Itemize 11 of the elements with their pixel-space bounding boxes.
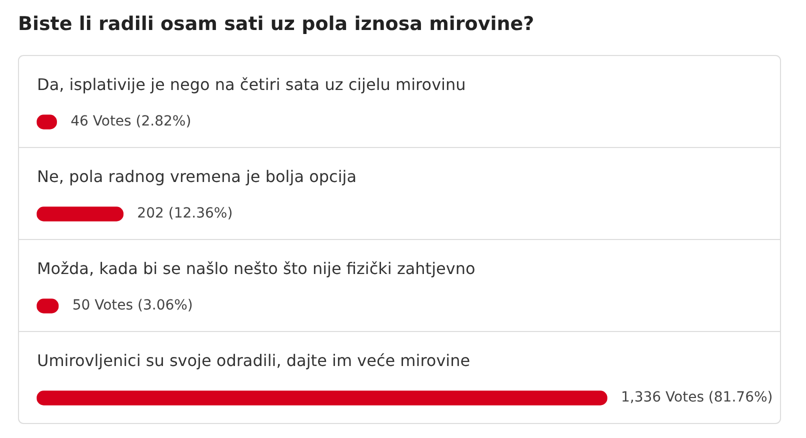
y-tick-label: Možda, kada bi se našlo nešto što nije fizički zahtjevno (37, 259, 476, 278)
chart-title: Biste li radili osam sati uz pola iznosa mirovine? (18, 13, 534, 35)
data-label: 1,336 Votes (81.76%) (621, 390, 773, 406)
data-label: 50 Votes (3.06%) (72, 298, 193, 314)
data-label: 46 Votes (2.82%) (70, 114, 192, 130)
bar (36, 390, 608, 406)
y-tick-label: Ne, pola radnog vremena je bolja opcija (37, 167, 357, 186)
bar (36, 206, 124, 222)
data-label: 202 (12.36%) (137, 206, 233, 222)
y-tick-label: Da, isplativije je nego na četiri sata uz cijelu mirovinu (37, 75, 466, 94)
y-tick-label: Umirovljenici su svoje odradili, dajte im veće mirovine (37, 351, 470, 370)
